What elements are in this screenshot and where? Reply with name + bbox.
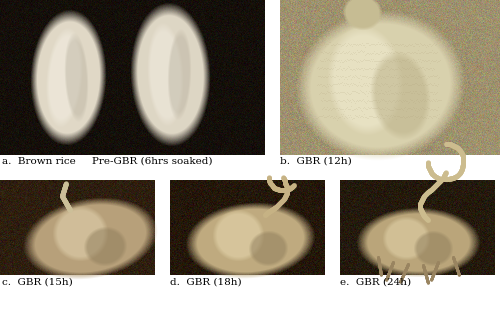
Text: d.  GBR (18h): d. GBR (18h) [170,278,242,287]
Text: a.  Brown rice     Pre-GBR (6hrs soaked): a. Brown rice Pre-GBR (6hrs soaked) [2,157,212,166]
Text: c.  GBR (15h): c. GBR (15h) [2,278,73,287]
Text: b.  GBR (12h): b. GBR (12h) [280,157,352,166]
Text: e.  GBR (24h): e. GBR (24h) [340,278,411,287]
